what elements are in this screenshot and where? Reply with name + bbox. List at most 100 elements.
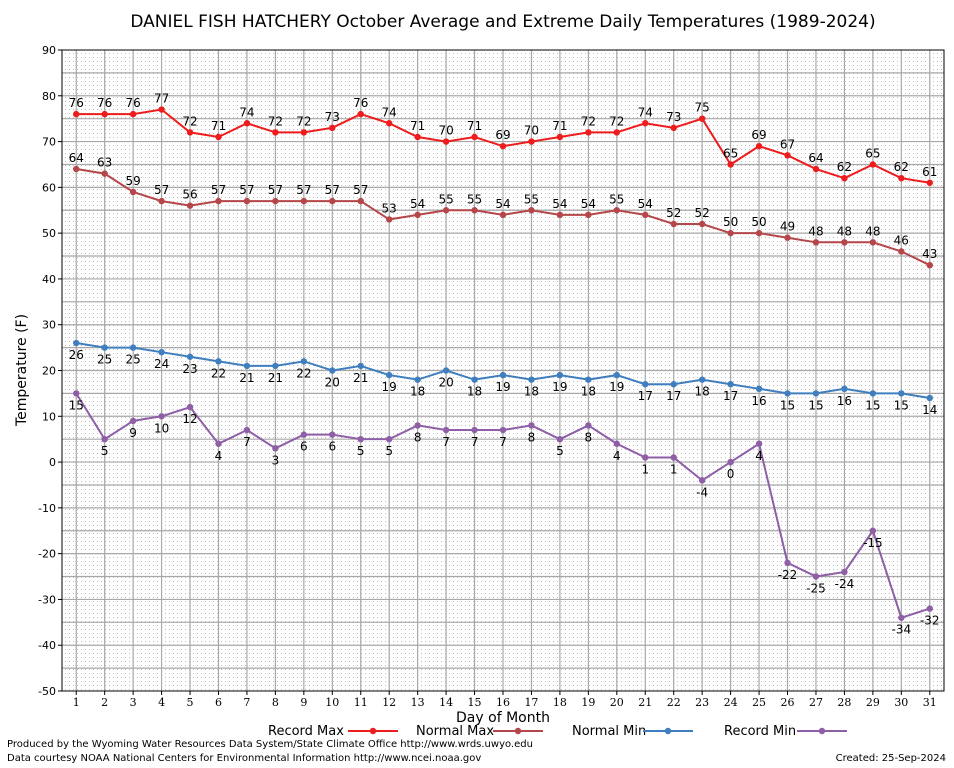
data-point: [727, 458, 734, 466]
data-point: [528, 138, 535, 145]
data-point: [841, 385, 848, 393]
data-point: [186, 403, 194, 411]
data-point: [329, 124, 336, 132]
data-point: [243, 120, 251, 127]
data-label: 65: [723, 146, 738, 160]
data-label: 54: [552, 197, 567, 211]
data-label: 16: [751, 394, 766, 408]
data-label: 57: [154, 183, 169, 197]
data-point: [357, 362, 364, 370]
data-label: 77: [154, 92, 169, 106]
data-point: [926, 394, 933, 402]
data-label: 17: [723, 389, 738, 403]
data-label: 14: [922, 403, 937, 417]
x-tick-label: 18: [553, 696, 567, 709]
data-point: [869, 390, 877, 397]
data-label: 8: [528, 430, 536, 444]
data-point: [329, 367, 336, 374]
data-label: 69: [751, 128, 766, 142]
data-point: [556, 435, 564, 443]
data-point: [585, 129, 592, 136]
data-point: [215, 133, 222, 141]
x-tick-label: 27: [809, 696, 823, 709]
data-point: [499, 371, 507, 379]
data-label: -4: [696, 485, 708, 499]
data-point: [898, 248, 905, 255]
data-point: [613, 371, 621, 379]
data-point: [926, 261, 933, 269]
data-point: [300, 197, 308, 205]
data-point: [755, 440, 763, 447]
x-tick-label: 7: [243, 696, 250, 709]
data-label: 50: [723, 215, 738, 229]
data-label: 50: [751, 215, 766, 229]
data-point: [841, 568, 848, 576]
data-label: 55: [467, 192, 482, 206]
data-point: [556, 211, 564, 219]
data-point: [329, 431, 336, 438]
data-label: 76: [69, 96, 84, 110]
data-point: [129, 344, 137, 351]
data-point: [215, 440, 222, 447]
data-label: 22: [296, 366, 311, 380]
data-label: 57: [239, 183, 254, 197]
y-tick-label: -10: [38, 502, 56, 515]
data-label: 16: [837, 394, 852, 408]
x-tick-label: 21: [638, 696, 652, 709]
data-point: [243, 362, 251, 370]
x-tick-label: 28: [837, 696, 851, 709]
data-label: 7: [499, 435, 507, 449]
data-point: [670, 220, 677, 228]
data-point: [585, 376, 592, 383]
data-point: [471, 376, 478, 383]
data-point: [129, 188, 137, 196]
data-label: 8: [585, 430, 593, 444]
x-tick-label: 16: [496, 696, 510, 709]
data-label: 48: [808, 224, 823, 238]
data-point: [869, 239, 877, 246]
data-point: [670, 454, 677, 461]
data-label: 25: [97, 353, 112, 367]
data-label: 62: [837, 160, 852, 174]
data-point: [300, 358, 308, 365]
data-label: 62: [894, 160, 909, 174]
x-tick-label: 2: [101, 696, 108, 709]
data-label: 71: [552, 119, 567, 133]
legend-marker: [369, 727, 377, 735]
data-point: [613, 440, 621, 447]
y-axis-label: Temperature (F): [14, 314, 30, 427]
data-point: [471, 133, 478, 141]
footer-created: Created: 25-Sep-2024: [835, 753, 946, 764]
data-point: [898, 390, 905, 397]
data-point: [755, 142, 763, 150]
data-label: 52: [666, 206, 681, 220]
data-label: 55: [524, 192, 539, 206]
data-label: 70: [438, 124, 453, 138]
x-tick-label: 30: [894, 696, 908, 709]
data-point: [499, 142, 507, 150]
data-label: 57: [353, 183, 368, 197]
x-tick-label: 11: [354, 696, 368, 709]
data-point: [73, 339, 80, 347]
data-label: 73: [325, 110, 340, 124]
data-point: [812, 239, 820, 246]
data-point: [898, 175, 905, 182]
data-point: [898, 614, 905, 621]
data-label: 55: [438, 192, 453, 206]
data-point: [186, 129, 194, 136]
data-label: 72: [581, 114, 596, 128]
data-label: 5: [385, 444, 393, 458]
data-label: 59: [125, 174, 140, 188]
data-point: [556, 133, 564, 141]
x-tick-label: 22: [667, 696, 681, 709]
data-label: 69: [495, 128, 510, 142]
data-point: [272, 362, 279, 370]
data-point: [158, 413, 165, 420]
x-tick-label: 15: [468, 696, 482, 709]
data-label: 19: [495, 380, 510, 394]
x-tick-label: 14: [439, 696, 453, 709]
data-point: [442, 367, 450, 374]
data-label: 72: [182, 114, 197, 128]
data-label: 72: [609, 114, 624, 128]
data-point: [158, 348, 165, 356]
